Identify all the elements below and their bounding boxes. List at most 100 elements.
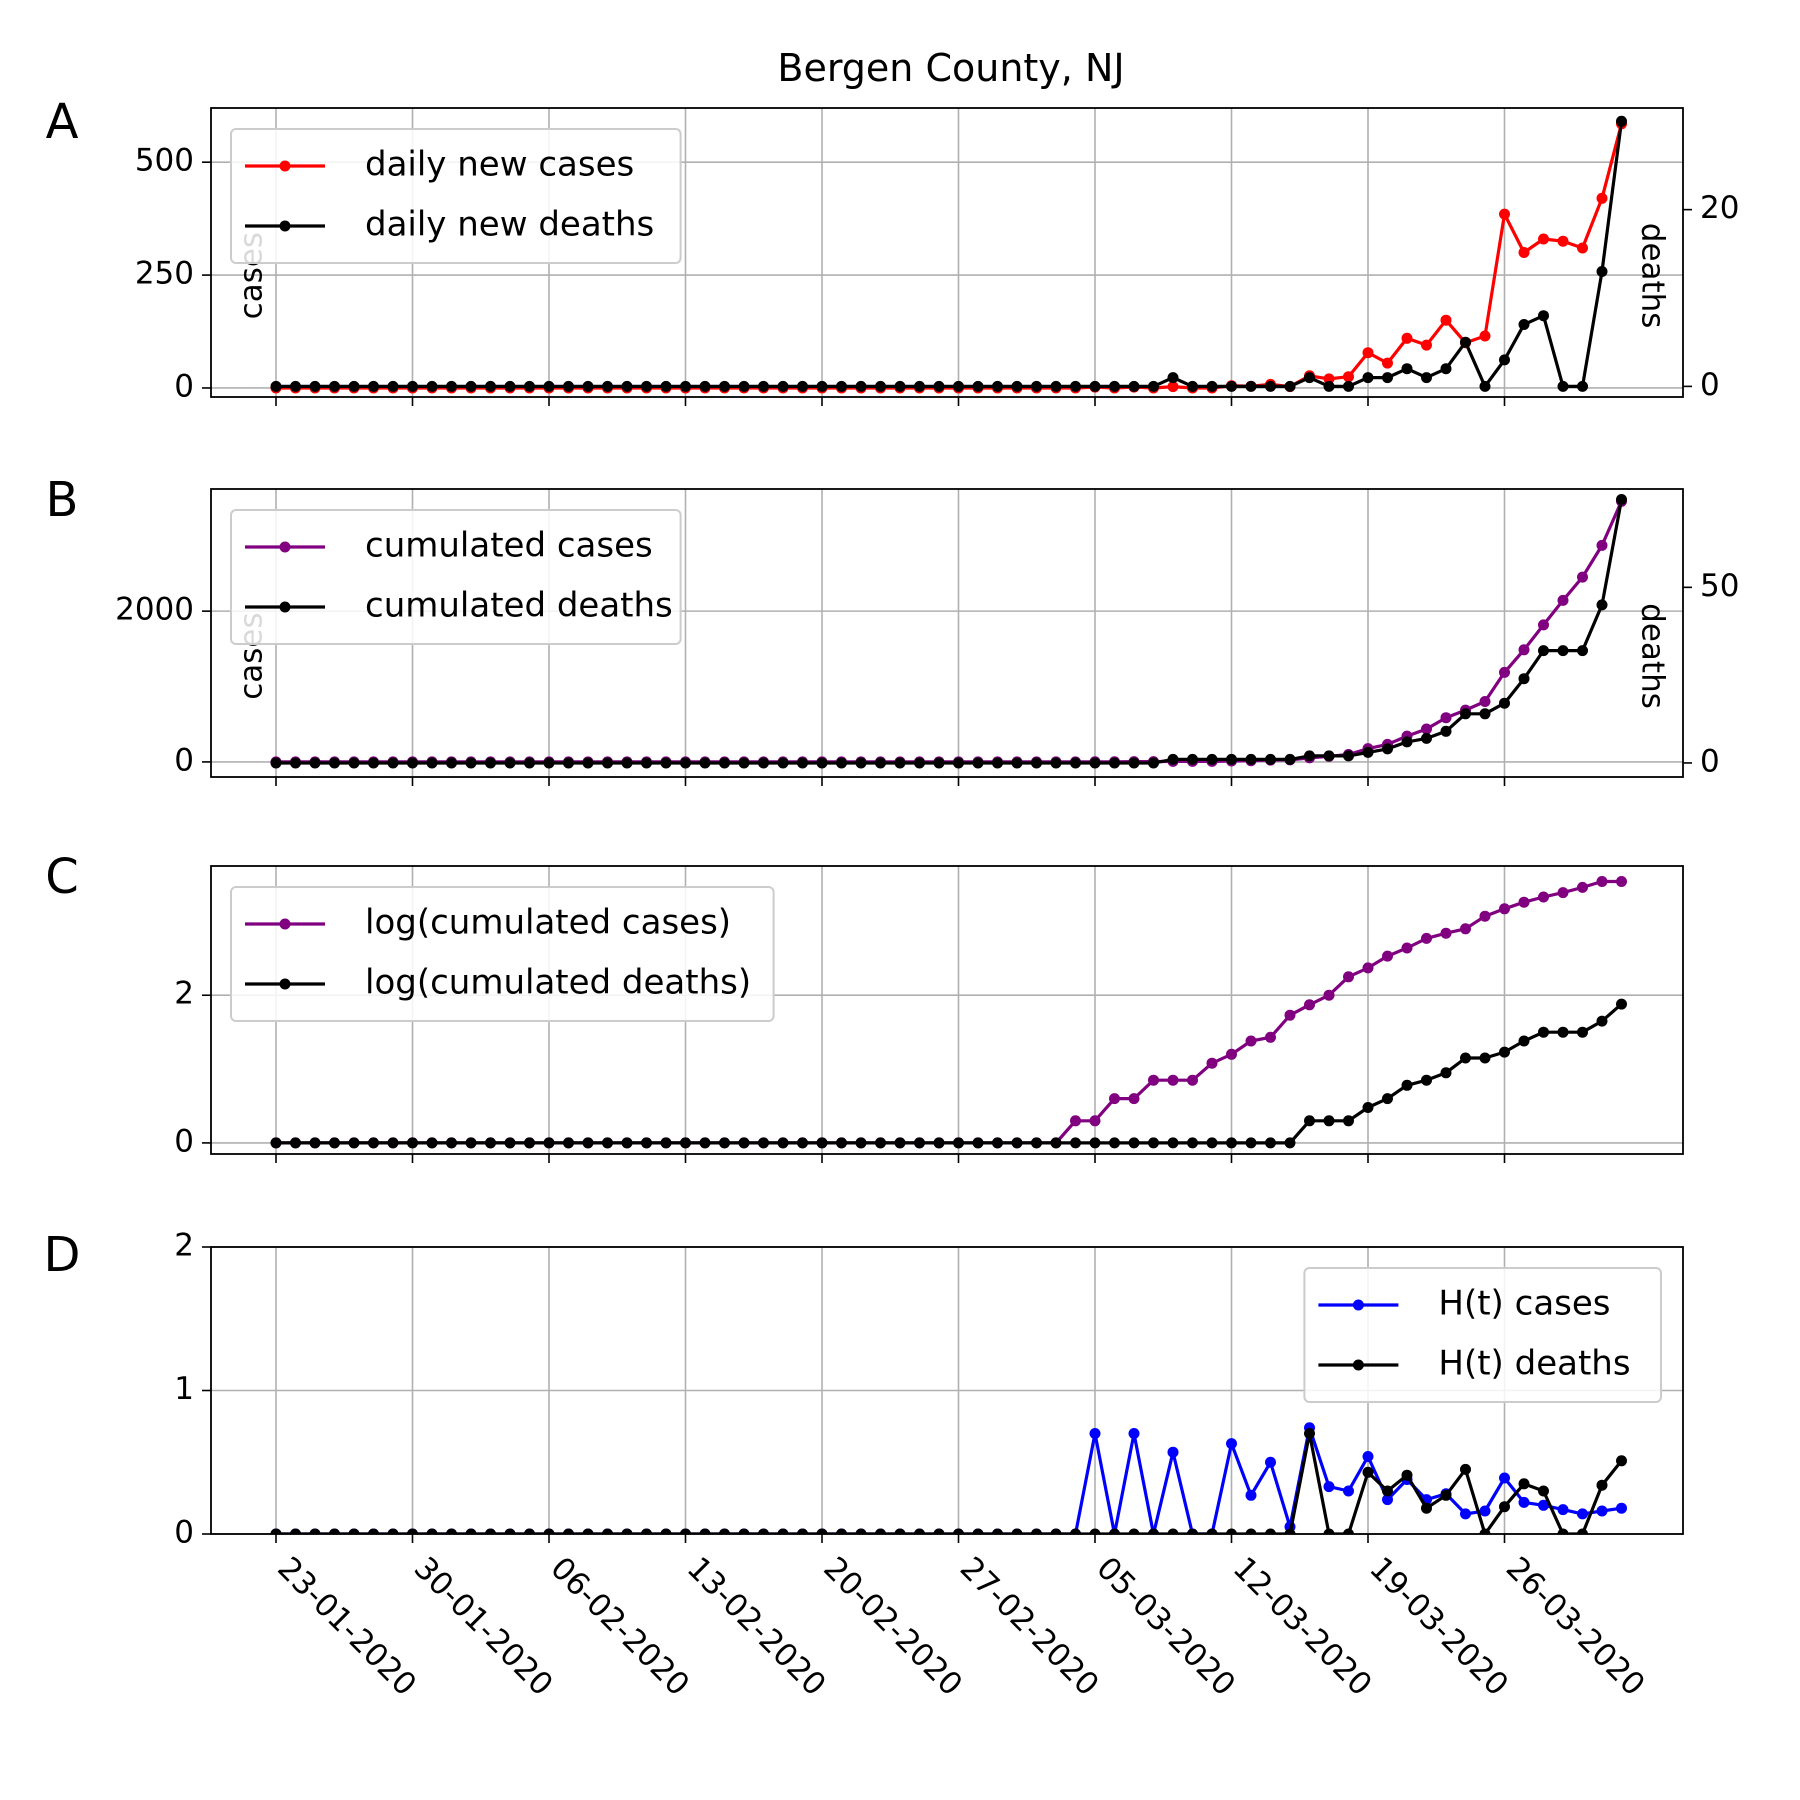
y-right-tick-label: 0: [1700, 743, 1720, 779]
data-point: [699, 1528, 711, 1534]
data-point: [1382, 372, 1393, 384]
data-point: [1479, 1052, 1491, 1064]
data-point: [1362, 1466, 1374, 1478]
data-point: [1421, 1074, 1432, 1086]
y-right-tick-label: 20: [1700, 190, 1739, 226]
data-point: [1304, 1428, 1315, 1439]
series-daily-new-deaths: [270, 115, 1627, 392]
data-point: [426, 1528, 438, 1534]
data-point: [1362, 347, 1374, 359]
data-point: [953, 380, 964, 392]
data-point: [1265, 753, 1276, 765]
data-point: [1089, 1137, 1101, 1149]
data-point: [894, 380, 906, 392]
data-point: [660, 380, 672, 392]
y-tick-label: 0: [174, 1515, 194, 1551]
y-axis-label-right: deaths: [1635, 603, 1671, 709]
data-point: [1323, 989, 1335, 1001]
data-point: [1499, 208, 1510, 220]
y-tick-label: 2: [174, 976, 194, 1012]
data-point: [1538, 233, 1549, 245]
data-point: [1538, 310, 1549, 322]
data-point: [1265, 380, 1276, 392]
data-point: [855, 1528, 867, 1534]
data-point: [1245, 1489, 1257, 1501]
x-tick-label: 20-02-2020: [816, 1550, 969, 1703]
data-point: [1577, 571, 1588, 583]
data-point: [797, 1137, 808, 1149]
data-point: [1284, 380, 1296, 392]
data-point: [485, 757, 496, 769]
data-point: [777, 757, 789, 769]
data-point: [914, 1528, 925, 1534]
plot-frame: [210, 1246, 1684, 1535]
data-point: [1577, 1508, 1588, 1520]
legend-marker: [279, 601, 291, 613]
data-point: [309, 380, 321, 392]
data-point: [894, 757, 906, 769]
data-point: [1050, 1528, 1062, 1534]
data-point: [1421, 723, 1432, 735]
data-point: [953, 1137, 964, 1149]
data-point: [855, 757, 867, 769]
data-point: [407, 380, 418, 392]
data-point: [1187, 380, 1198, 392]
data-point: [1343, 1528, 1354, 1534]
data-point: [270, 757, 282, 769]
data-point: [387, 1137, 399, 1149]
data-point: [407, 1137, 418, 1149]
data-point: [1596, 876, 1608, 887]
data-point: [816, 1528, 828, 1534]
data-point: [1167, 1528, 1179, 1534]
data-point: [446, 1528, 457, 1534]
data-point: [699, 1137, 711, 1149]
data-point: [1109, 1137, 1120, 1149]
x-tick-label: 06-02-2020: [543, 1550, 696, 1703]
data-point: [1557, 887, 1569, 899]
data-point: [1382, 743, 1393, 755]
data-point: [1011, 757, 1023, 769]
data-point: [1557, 1504, 1569, 1516]
legend-box: [230, 128, 682, 264]
data-point: [1460, 923, 1471, 935]
data-point: [1518, 319, 1530, 330]
data-point: [563, 380, 574, 392]
data-point: [972, 380, 984, 392]
data-point: [1206, 1528, 1218, 1534]
data-point: [1479, 910, 1491, 922]
data-point: [1206, 380, 1218, 392]
data-point: [1499, 666, 1510, 678]
data-point: [1557, 380, 1569, 392]
data-point: [290, 380, 301, 392]
y-tick-label: 0: [174, 368, 194, 404]
legend-marker: [279, 541, 291, 553]
data-point: [485, 1137, 496, 1149]
data-point: [1577, 881, 1588, 893]
data-point: [290, 1528, 301, 1534]
data-point: [1187, 1528, 1198, 1534]
data-point: [602, 380, 613, 392]
data-point: [329, 1137, 340, 1149]
data-point: [1011, 380, 1023, 392]
data-point: [680, 757, 691, 769]
panel-d: D 0 1 2 H(t) cases H(t) deaths: [44, 1227, 1684, 1551]
series-line: [276, 121, 1624, 388]
legend-marker: [1352, 1299, 1364, 1311]
data-point: [1148, 1528, 1159, 1534]
data-point: [914, 1137, 925, 1149]
data-point: [1440, 1489, 1452, 1501]
data-point: [1596, 599, 1608, 611]
plot-frame: [210, 107, 1684, 398]
data-point: [1382, 950, 1393, 962]
data-point: [1031, 1137, 1042, 1149]
data-point: [1557, 1528, 1569, 1534]
data-point: [446, 757, 457, 769]
data-point: [816, 380, 828, 392]
data-point: [485, 1528, 496, 1534]
data-point: [680, 380, 691, 392]
data-point: [543, 757, 555, 769]
data-point: [1206, 1137, 1218, 1149]
data-point: [1304, 372, 1315, 384]
data-point: [1343, 380, 1354, 392]
